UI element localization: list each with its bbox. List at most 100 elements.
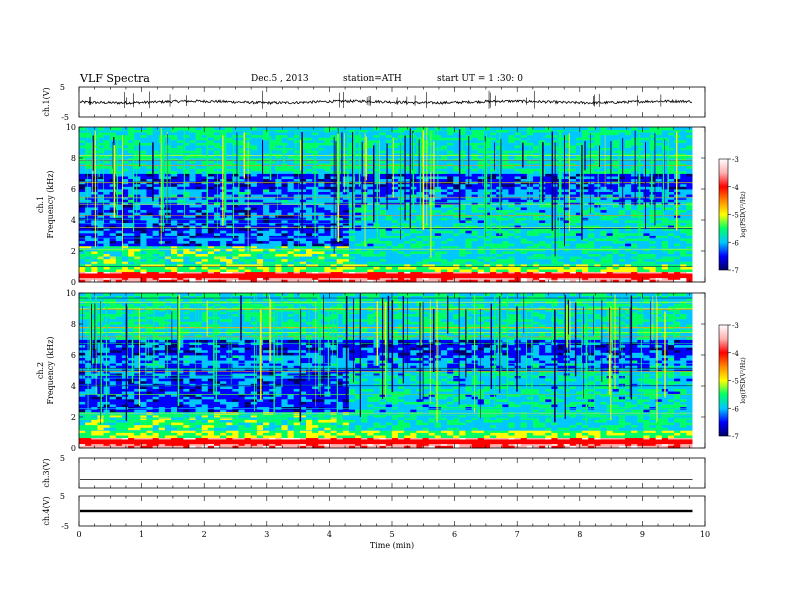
psd-cell — [189, 245, 196, 249]
psd-cell — [318, 227, 325, 231]
psd-cell — [674, 248, 681, 252]
psd-cell — [256, 189, 264, 192]
psd-cell — [667, 207, 675, 211]
psd-cell — [269, 201, 276, 205]
psd-cell — [220, 261, 227, 265]
psd-cell — [361, 263, 368, 267]
psd-cell — [643, 251, 650, 254]
psd-cell — [674, 222, 681, 226]
psd-cell — [177, 170, 184, 174]
psd-cell — [232, 183, 239, 187]
psd-cell — [588, 204, 595, 208]
psd-cell — [618, 248, 626, 252]
psd-cell — [569, 199, 577, 203]
psd-cell — [201, 155, 209, 159]
psd-cell — [146, 160, 154, 164]
psd-cell — [471, 253, 479, 257]
psd-cell — [361, 276, 368, 280]
psd-cell — [109, 248, 117, 252]
psd-cell — [293, 173, 301, 177]
psd-cell — [79, 160, 86, 164]
psd-cell — [152, 253, 160, 257]
psd-cell — [655, 222, 663, 226]
psd-cell — [655, 269, 663, 273]
psd-cell — [171, 170, 178, 174]
psd-cell — [281, 261, 288, 265]
psd-cell — [355, 238, 362, 242]
psd-cell — [115, 214, 123, 218]
psd-cell — [520, 214, 528, 218]
psd-cell — [207, 186, 215, 190]
psd-cell — [293, 189, 301, 192]
psd-cell — [121, 191, 129, 195]
psd-cell — [115, 263, 123, 267]
psd-cell — [410, 214, 417, 218]
psd-cell — [569, 178, 577, 182]
psd-cell — [557, 258, 565, 262]
psd-cell — [226, 235, 233, 239]
psd-cell — [612, 258, 620, 262]
psd-cell — [85, 245, 92, 249]
psd-cell — [189, 155, 196, 159]
psd-cell — [655, 207, 663, 211]
psd-cell — [287, 176, 295, 180]
psd-cell — [459, 214, 466, 218]
psd-cell — [379, 261, 387, 265]
psd-cell — [318, 207, 325, 211]
psd-cell — [600, 160, 607, 164]
psd-cell — [226, 220, 233, 223]
psd-cell — [244, 253, 252, 257]
psd-cell — [330, 266, 338, 270]
psd-cell — [171, 158, 178, 161]
psd-cell — [281, 230, 288, 234]
psd-cell — [612, 186, 620, 190]
psd-cell — [667, 230, 675, 234]
psd-cell — [85, 201, 92, 205]
psd-cell — [416, 207, 423, 211]
psd-cell — [471, 160, 479, 164]
psd-cell — [625, 212, 632, 216]
psd-cell — [625, 191, 632, 195]
psd-cell — [526, 201, 534, 205]
psd-cell — [293, 235, 301, 239]
psd-cell — [471, 263, 479, 267]
psd-cell — [238, 155, 246, 159]
psd-cell — [410, 266, 417, 270]
psd-cell — [655, 212, 663, 216]
psd-cell — [250, 209, 258, 213]
psd-cell — [121, 232, 129, 236]
psd-cell — [496, 279, 503, 283]
psd-cell — [686, 201, 693, 205]
psd-cell — [312, 253, 319, 257]
psd-cell — [79, 258, 86, 262]
psd-cell — [447, 253, 454, 257]
psd-cell — [109, 235, 117, 239]
psd-cell — [545, 194, 552, 198]
psd-cell — [379, 204, 387, 208]
psd-cell — [465, 261, 473, 265]
psd-cell — [324, 261, 331, 265]
psd-cell — [305, 222, 313, 226]
psd-cell — [201, 178, 209, 182]
psd-cell — [250, 199, 258, 203]
psd-cell — [146, 173, 154, 177]
psd-cell — [575, 168, 583, 172]
psd-cell — [655, 271, 663, 275]
psd-cell — [661, 276, 669, 280]
psd-cell — [391, 251, 399, 254]
psd-cell — [502, 220, 509, 223]
psd-cell — [287, 168, 295, 172]
psd-cell — [305, 214, 313, 218]
psd-cell — [655, 245, 663, 249]
psd-cell — [490, 263, 497, 267]
psd-cell — [121, 222, 129, 226]
psd-cell — [422, 207, 430, 211]
psd-cell — [625, 253, 632, 257]
psd-cell — [582, 263, 589, 267]
psd-cell — [606, 165, 614, 169]
psd-cell — [305, 204, 313, 208]
psd-cell — [171, 261, 178, 265]
psd-cell — [588, 165, 595, 169]
psd-cell — [171, 165, 178, 169]
psd-cell — [434, 225, 442, 229]
